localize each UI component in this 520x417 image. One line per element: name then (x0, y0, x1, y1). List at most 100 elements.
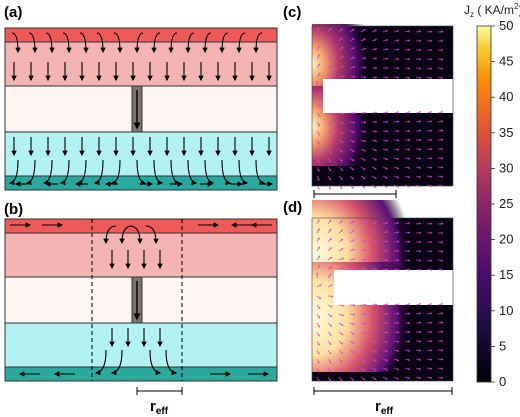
field-vector (327, 55, 332, 60)
current-arrow (185, 32, 195, 54)
field-vector (404, 259, 411, 262)
colorbar-title: Jz ( KA/m2) (464, 2, 520, 19)
field-vector (393, 303, 400, 306)
field-vector (415, 376, 422, 380)
field-vector (360, 157, 366, 161)
field-vector (393, 349, 400, 352)
field-vector (393, 30, 400, 33)
field-vector (371, 184, 377, 189)
field-vector (426, 120, 433, 123)
field-vector (316, 72, 321, 78)
field-vector (349, 376, 354, 381)
panel-label-b: (b) (4, 201, 23, 218)
field-vector (426, 367, 433, 370)
bottom-electrode (4, 366, 278, 382)
field-vector (437, 120, 444, 123)
field-vector (349, 175, 355, 180)
field-vector (316, 63, 321, 69)
field-vector (338, 257, 345, 261)
field-vector (404, 312, 411, 315)
field-vector (338, 349, 343, 354)
field-vector (360, 221, 366, 225)
field-vector (316, 358, 320, 364)
field-vector (338, 313, 345, 317)
field-vector (316, 103, 322, 108)
field-vector (415, 30, 422, 33)
field-vector (327, 313, 333, 318)
current-arrow (253, 32, 263, 54)
field-vector (426, 303, 433, 306)
field-vector (338, 322, 344, 326)
field-vector (349, 258, 356, 261)
field-vector (426, 157, 433, 160)
current-arrow (59, 159, 70, 186)
field-vector (382, 29, 389, 33)
current-arrow (8, 159, 19, 186)
field-vector (349, 248, 356, 252)
field-vector (349, 130, 356, 134)
field-vector (393, 76, 400, 79)
field-vector (360, 57, 367, 60)
field-vector (316, 175, 320, 181)
field-vector (404, 175, 411, 179)
field-vector (316, 237, 320, 243)
field-vector (360, 38, 366, 42)
panel-label-c: (c) (283, 4, 301, 21)
field-vector (404, 39, 411, 42)
current-arrow (96, 32, 106, 54)
top-electrode (4, 218, 278, 234)
field-vector (349, 367, 355, 372)
field-vector (437, 166, 444, 169)
field-vector (360, 376, 366, 381)
current-arrow (110, 159, 121, 186)
colorbar-tick-label: 40 (499, 89, 513, 104)
field-vector (437, 259, 444, 262)
field-vector (404, 268, 411, 271)
field-vector (426, 166, 433, 169)
barrier-gap (323, 79, 454, 113)
field-vector (338, 75, 345, 78)
panel-d-current-map: reff (311, 200, 454, 417)
field-vector (382, 76, 389, 79)
field-vector (393, 240, 400, 243)
current-arrow (202, 32, 212, 54)
field-vector (371, 240, 378, 243)
field-vector (327, 358, 332, 364)
field-vector (338, 358, 343, 363)
field-vector (437, 376, 444, 379)
field-vector (371, 340, 378, 344)
field-vector (415, 222, 422, 225)
current-arrow (25, 159, 36, 186)
reff-scale-b: reff (136, 387, 183, 417)
field-vector (404, 358, 411, 361)
field-vector (382, 139, 389, 142)
field-vector (404, 111, 411, 114)
field-vector (349, 66, 356, 69)
field-vector (316, 91, 322, 96)
field-vector (338, 166, 343, 171)
field-vector (415, 166, 422, 169)
field-vector (316, 322, 320, 328)
field-vector (371, 111, 378, 114)
barrier-gap (334, 270, 454, 305)
field-vector (349, 358, 355, 363)
field-vector (327, 64, 333, 69)
field-vector (327, 148, 332, 154)
field-vector (327, 376, 332, 382)
field-vector (338, 112, 345, 115)
field-vector (382, 303, 389, 306)
field-vector (426, 222, 433, 225)
field-vector (437, 250, 444, 253)
field-vector (338, 248, 344, 252)
panel-label-d: (d) (283, 199, 302, 216)
field-vector (338, 376, 343, 382)
current-arrow (168, 32, 178, 54)
field-vector (338, 130, 344, 134)
current-arrow (151, 32, 161, 54)
field-vector (327, 45, 332, 51)
field-vector (393, 331, 400, 334)
field-vector (316, 45, 320, 51)
field-vector (393, 39, 400, 42)
field-vector (393, 222, 400, 225)
